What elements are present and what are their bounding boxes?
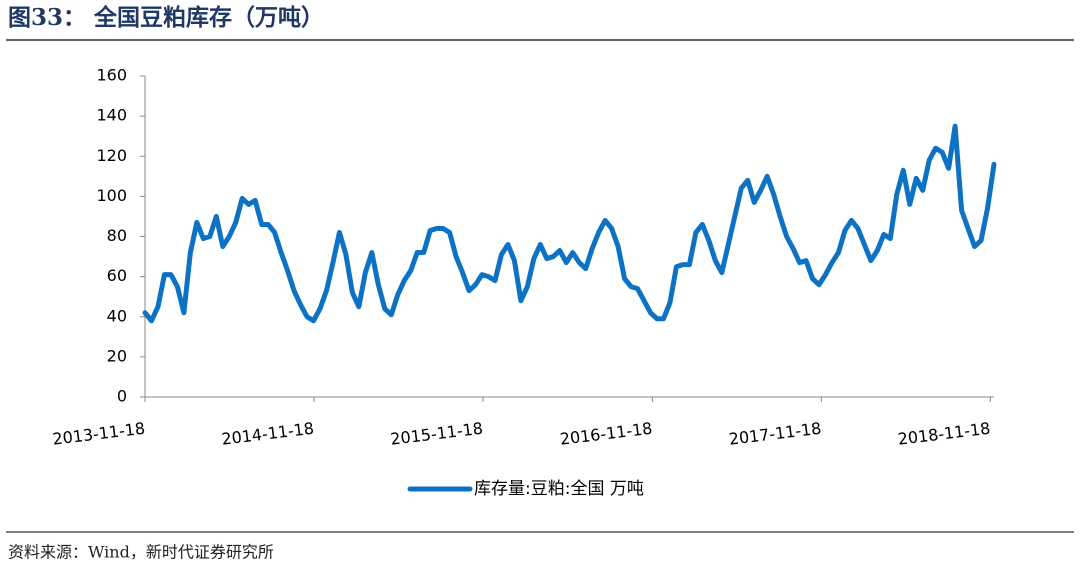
x-tick-label: 2015-11-18 <box>389 419 484 449</box>
y-tick-label: 100 <box>96 186 127 205</box>
y-tick-label: 120 <box>96 146 127 165</box>
x-tick-label: 2014-11-18 <box>220 419 315 449</box>
y-tick-label: 20 <box>107 346 127 365</box>
y-tick-label: 60 <box>107 266 127 285</box>
y-tick-label: 40 <box>107 306 127 325</box>
x-tick-label: 2016-11-18 <box>559 419 654 449</box>
x-tick-label: 2013-11-18 <box>51 419 146 449</box>
x-tick-label: 2018-11-18 <box>897 419 992 449</box>
source: 资料来源：Wind，新时代证券研究所 <box>8 543 274 562</box>
y-tick-label: 80 <box>107 226 127 245</box>
series-line <box>142 123 997 324</box>
y-tick-label: 160 <box>96 66 127 85</box>
y-tick-label: 0 <box>117 387 127 406</box>
y-tick-label: 140 <box>96 106 127 125</box>
legend-label: 库存量:豆粕:全国 万吨 <box>474 479 644 499</box>
x-tick-label: 2017-11-18 <box>728 419 823 449</box>
chart-title: 图33： 全国豆粕库存（万吨） <box>8 4 324 31</box>
